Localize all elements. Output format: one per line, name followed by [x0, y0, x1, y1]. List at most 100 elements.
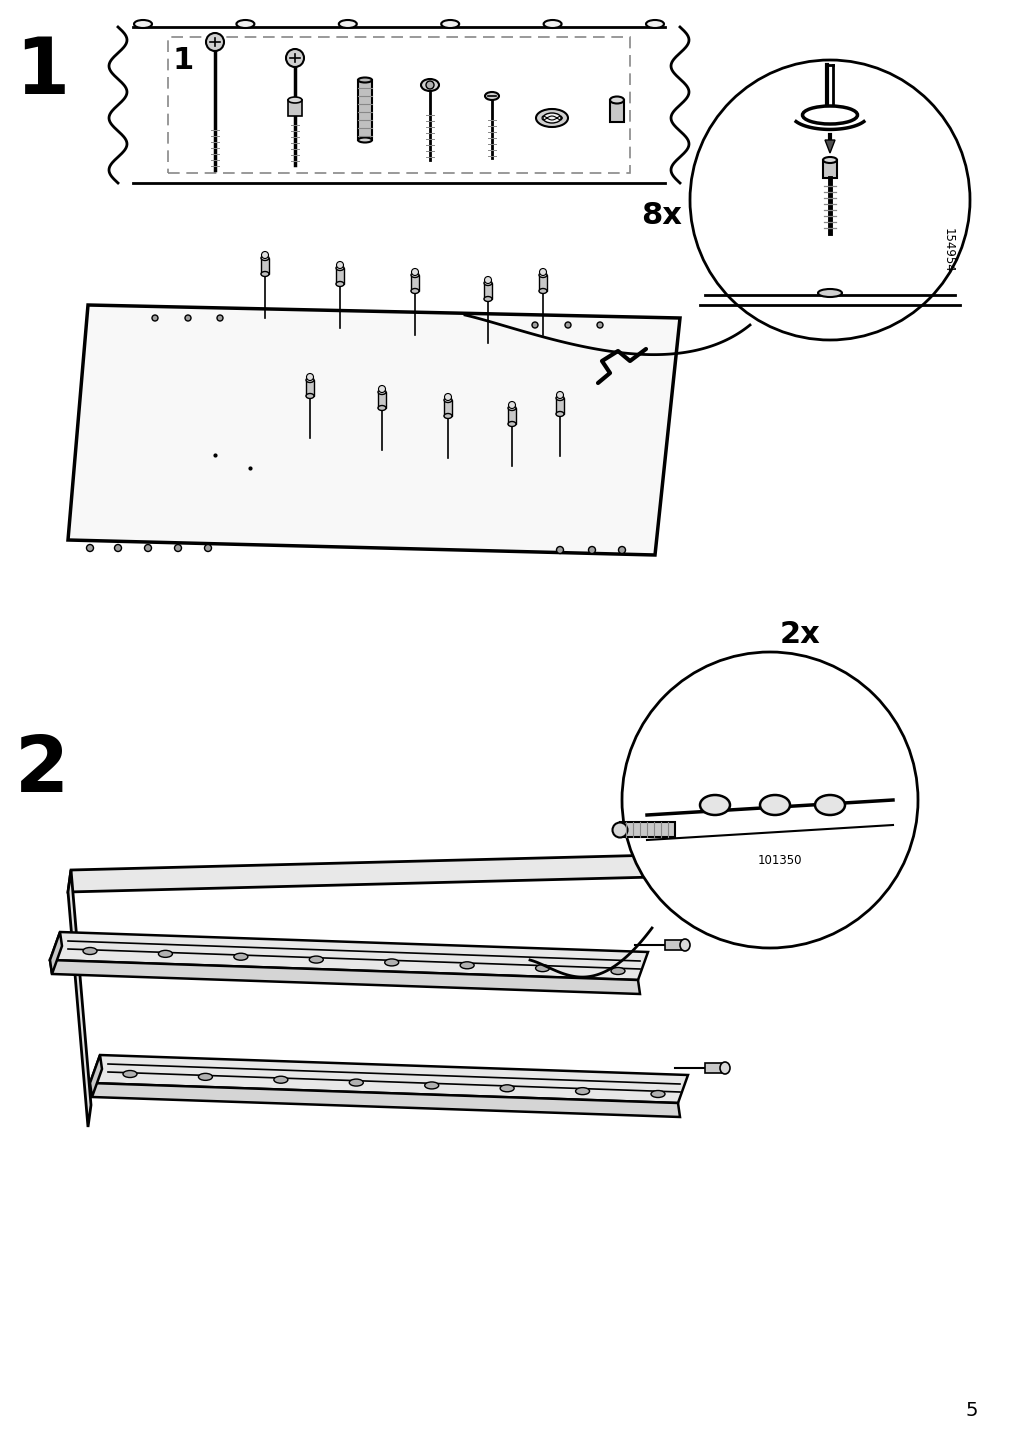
Ellipse shape	[261, 272, 269, 276]
Ellipse shape	[237, 20, 254, 29]
Ellipse shape	[508, 405, 516, 411]
Text: 2x: 2x	[778, 620, 820, 649]
Polygon shape	[50, 932, 62, 974]
Ellipse shape	[612, 822, 627, 838]
Ellipse shape	[610, 96, 624, 103]
Ellipse shape	[759, 795, 790, 815]
Bar	[444, 400, 452, 417]
Circle shape	[114, 544, 121, 551]
Ellipse shape	[700, 795, 729, 815]
Ellipse shape	[444, 398, 452, 402]
Bar	[288, 100, 301, 116]
Bar	[305, 379, 313, 397]
Circle shape	[556, 547, 563, 554]
Polygon shape	[824, 140, 834, 153]
Text: 1: 1	[15, 34, 69, 110]
Ellipse shape	[410, 272, 419, 278]
Polygon shape	[50, 932, 647, 979]
Ellipse shape	[336, 282, 344, 286]
Circle shape	[532, 322, 538, 328]
Circle shape	[690, 60, 969, 339]
Bar	[610, 100, 624, 122]
Ellipse shape	[555, 411, 563, 417]
Polygon shape	[90, 1083, 679, 1117]
Ellipse shape	[535, 965, 549, 972]
Circle shape	[556, 391, 563, 398]
Ellipse shape	[499, 1085, 514, 1091]
Bar	[508, 408, 516, 424]
Circle shape	[86, 544, 93, 551]
Ellipse shape	[536, 109, 567, 127]
Bar	[336, 268, 344, 284]
Ellipse shape	[410, 288, 419, 294]
Ellipse shape	[814, 795, 844, 815]
Ellipse shape	[611, 968, 625, 975]
Ellipse shape	[378, 405, 385, 411]
Circle shape	[185, 315, 191, 321]
Polygon shape	[68, 871, 91, 1127]
Text: 2: 2	[15, 732, 69, 808]
Bar	[539, 275, 547, 291]
Circle shape	[337, 262, 343, 269]
Polygon shape	[90, 1055, 102, 1097]
Polygon shape	[50, 959, 639, 994]
Ellipse shape	[543, 20, 561, 29]
Ellipse shape	[441, 20, 459, 29]
Bar	[620, 822, 674, 836]
Polygon shape	[68, 305, 679, 556]
Circle shape	[216, 315, 222, 321]
Circle shape	[596, 322, 603, 328]
Ellipse shape	[539, 288, 547, 294]
Circle shape	[484, 276, 491, 284]
Circle shape	[378, 385, 385, 392]
Bar	[168, 37, 630, 173]
Ellipse shape	[817, 289, 841, 296]
Polygon shape	[68, 855, 657, 892]
Ellipse shape	[159, 951, 172, 958]
Circle shape	[564, 322, 570, 328]
Circle shape	[411, 269, 419, 275]
Ellipse shape	[274, 1077, 287, 1083]
Circle shape	[306, 374, 313, 381]
Ellipse shape	[645, 20, 663, 29]
Ellipse shape	[679, 939, 690, 951]
Bar	[378, 392, 385, 408]
Bar	[664, 939, 684, 949]
Circle shape	[618, 547, 625, 554]
Ellipse shape	[305, 378, 313, 382]
Polygon shape	[90, 1055, 687, 1103]
Bar	[705, 1063, 724, 1073]
Ellipse shape	[358, 77, 372, 83]
Ellipse shape	[336, 265, 344, 271]
Ellipse shape	[802, 106, 856, 125]
Ellipse shape	[483, 296, 491, 302]
Ellipse shape	[234, 954, 248, 961]
Ellipse shape	[349, 1080, 363, 1085]
Ellipse shape	[822, 158, 836, 163]
Circle shape	[286, 49, 303, 67]
Text: 1: 1	[172, 46, 193, 74]
Ellipse shape	[460, 962, 474, 969]
Ellipse shape	[339, 20, 357, 29]
Text: 154954: 154954	[940, 228, 953, 272]
Ellipse shape	[358, 137, 372, 143]
Bar	[358, 80, 372, 140]
Ellipse shape	[198, 1074, 212, 1080]
Bar	[483, 284, 491, 299]
Ellipse shape	[425, 1083, 439, 1088]
Ellipse shape	[288, 97, 301, 103]
Ellipse shape	[384, 959, 398, 967]
Ellipse shape	[309, 957, 323, 964]
Circle shape	[426, 82, 434, 89]
Ellipse shape	[378, 390, 385, 394]
Ellipse shape	[575, 1088, 589, 1094]
Ellipse shape	[508, 421, 516, 427]
Text: 101350: 101350	[757, 853, 802, 866]
Circle shape	[444, 394, 451, 401]
Circle shape	[152, 315, 158, 321]
Text: 8x: 8x	[641, 200, 681, 229]
Bar	[261, 258, 269, 274]
Ellipse shape	[543, 113, 560, 123]
Text: 5: 5	[964, 1400, 978, 1419]
Bar	[555, 398, 563, 414]
